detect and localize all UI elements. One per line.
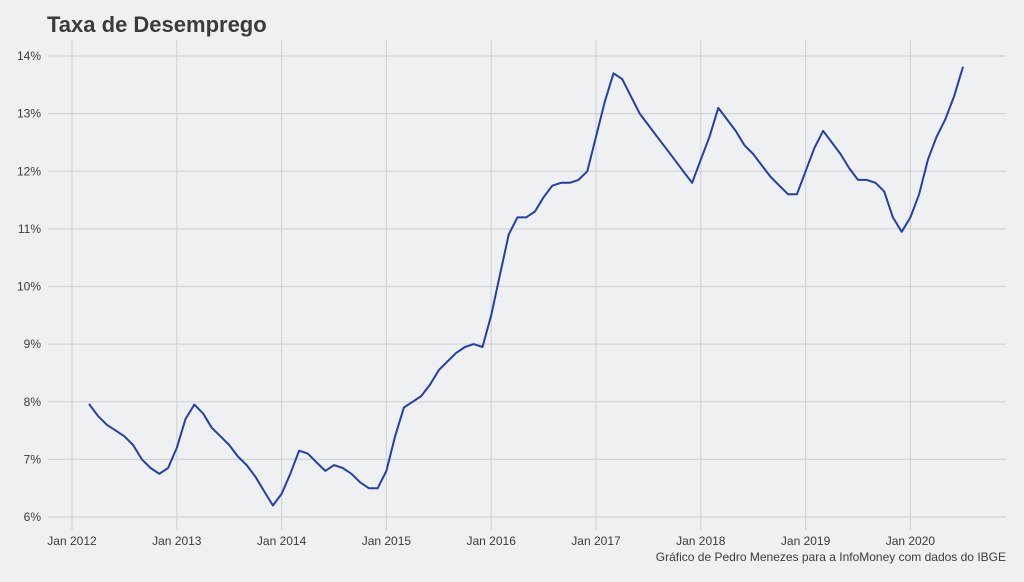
y-tick-label: 14% [17,49,41,63]
y-tick-label: 11% [18,222,41,236]
x-tick-label: Jan 2020 [886,534,936,548]
y-tick-label: 13% [17,107,41,121]
series-line-unemployment [88,66,964,507]
series-layer [88,66,964,507]
x-tick-label: Jan 2019 [781,534,831,548]
x-tick-label: Jan 2016 [467,534,517,548]
y-tick-label: 10% [17,280,41,294]
x-tick-label: Jan 2017 [571,534,621,548]
y-tick-label: 8% [24,395,42,409]
y-tick-label: 9% [24,337,42,351]
x-tick-label: Jan 2014 [257,534,307,548]
x-tick-label: Jan 2013 [152,534,202,548]
chart-title: Taxa de Desemprego [47,12,267,37]
y-tick-label: 7% [24,452,42,466]
x-tick-label: Jan 2018 [676,534,726,548]
chart-caption: Gráfico de Pedro Menezes para a InfoMone… [655,550,1006,564]
y-tick-label: 12% [17,164,41,178]
axis-labels: 6% 7% 8% 9% 10% 11% 12% 13% 14% Jan 2012 Jan 2013 J… [17,49,935,548]
grid-layer [48,40,1006,530]
x-tick-label: Jan 2012 [47,534,97,548]
x-tick-label: Jan 2015 [362,534,412,548]
y-tick-label: 6% [24,510,42,524]
